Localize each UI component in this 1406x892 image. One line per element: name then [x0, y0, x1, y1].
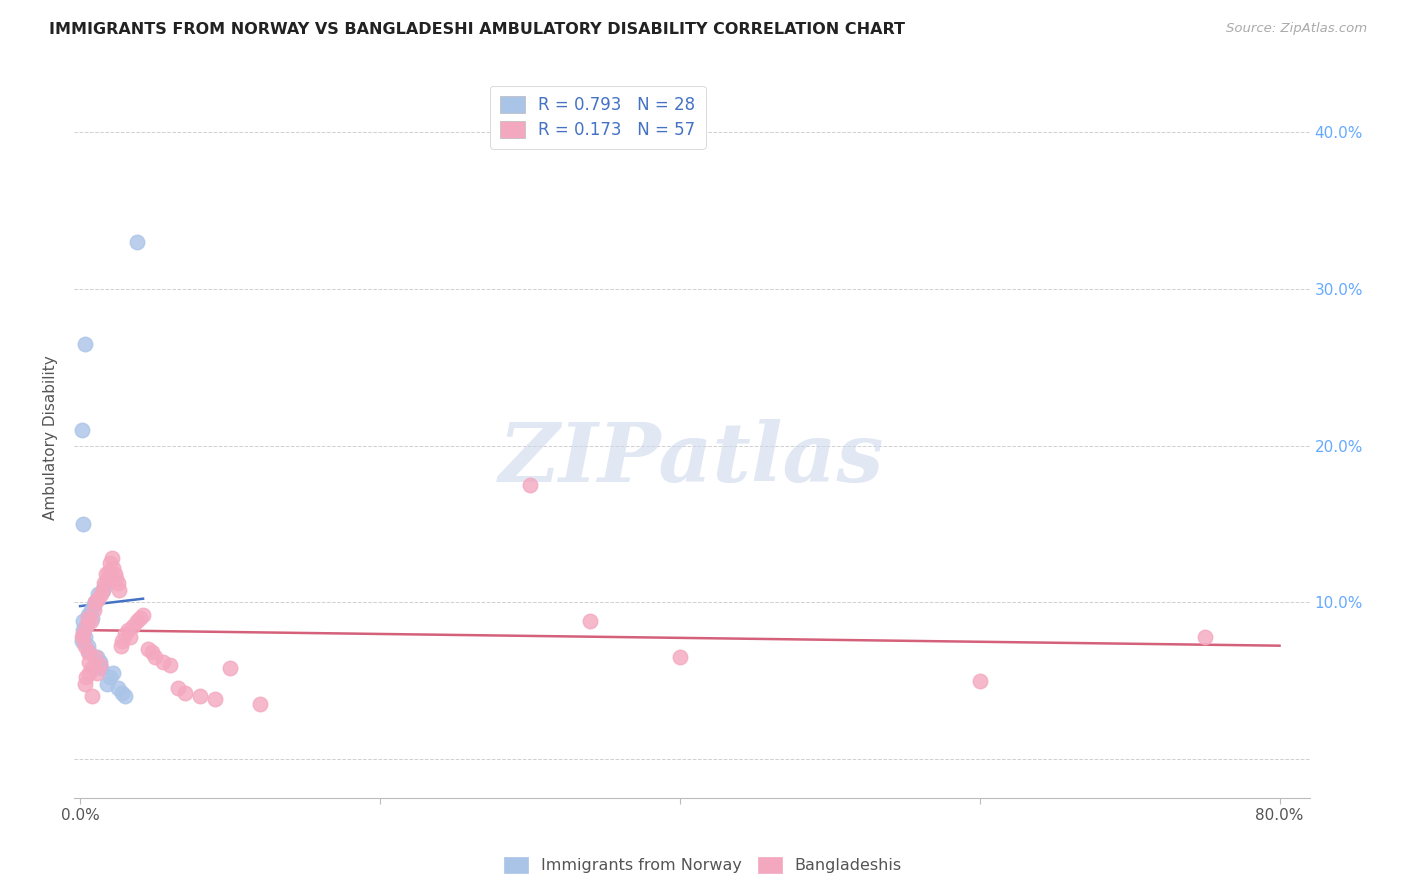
Point — [93, 576, 115, 591]
Point — [114, 626, 136, 640]
Point — [76, 645, 98, 659]
Point — [89, 657, 111, 672]
Point — [86, 650, 108, 665]
Point — [76, 611, 98, 625]
Point — [79, 614, 101, 628]
Point — [87, 587, 110, 601]
Point — [204, 692, 226, 706]
Point — [79, 603, 101, 617]
Point — [166, 681, 188, 696]
Point — [72, 516, 94, 531]
Point — [111, 634, 134, 648]
Text: ZIPatlas: ZIPatlas — [499, 419, 884, 500]
Point — [83, 603, 105, 617]
Point — [73, 676, 96, 690]
Point — [72, 614, 94, 628]
Point — [70, 630, 93, 644]
Point — [75, 619, 97, 633]
Point — [84, 595, 107, 609]
Point — [90, 661, 112, 675]
Point — [143, 650, 166, 665]
Point — [98, 670, 121, 684]
Point — [89, 655, 111, 669]
Point — [76, 639, 98, 653]
Point — [84, 650, 107, 665]
Point — [73, 336, 96, 351]
Point — [107, 576, 129, 591]
Point — [72, 624, 94, 638]
Point — [77, 645, 100, 659]
Point — [174, 686, 197, 700]
Point — [125, 614, 148, 628]
Point — [76, 607, 98, 622]
Point — [669, 650, 692, 665]
Point — [80, 661, 103, 675]
Point — [77, 665, 100, 680]
Point — [111, 686, 134, 700]
Point — [129, 611, 152, 625]
Point — [579, 614, 602, 628]
Point — [103, 567, 125, 582]
Point — [90, 587, 112, 601]
Text: Source: ZipAtlas.com: Source: ZipAtlas.com — [1226, 22, 1367, 36]
Point — [70, 423, 93, 437]
Point — [117, 624, 139, 638]
Point — [94, 567, 117, 582]
Point — [91, 582, 114, 597]
Point — [91, 582, 114, 597]
Point — [75, 619, 97, 633]
Point — [72, 626, 94, 640]
Point — [118, 630, 141, 644]
Point — [100, 551, 122, 566]
Point — [969, 673, 991, 688]
Point — [84, 595, 107, 609]
Point — [249, 697, 271, 711]
Point — [73, 630, 96, 644]
Point — [93, 580, 115, 594]
Point — [152, 655, 174, 669]
Point — [75, 670, 97, 684]
Point — [219, 661, 242, 675]
Point — [108, 582, 131, 597]
Point — [80, 690, 103, 704]
Point — [73, 639, 96, 653]
Point — [1194, 630, 1216, 644]
Point — [107, 681, 129, 696]
Point — [101, 561, 124, 575]
Point — [83, 599, 105, 613]
Legend: Immigrants from Norway, Bangladeshis: Immigrants from Norway, Bangladeshis — [498, 850, 908, 880]
Point — [105, 572, 128, 586]
Point — [96, 572, 118, 586]
Point — [97, 564, 120, 578]
Point — [132, 607, 155, 622]
Point — [70, 634, 93, 648]
Point — [98, 556, 121, 570]
Point — [519, 477, 541, 491]
Point — [121, 619, 143, 633]
Point — [141, 645, 163, 659]
Y-axis label: Ambulatory Disability: Ambulatory Disability — [44, 355, 58, 520]
Point — [77, 655, 100, 669]
Point — [86, 665, 108, 680]
Point — [110, 639, 132, 653]
Point — [136, 642, 159, 657]
Legend: R = 0.793   N = 28, R = 0.173   N = 57: R = 0.793 N = 28, R = 0.173 N = 57 — [491, 86, 706, 149]
Point — [101, 665, 124, 680]
Text: IMMIGRANTS FROM NORWAY VS BANGLADESHI AMBULATORY DISABILITY CORRELATION CHART: IMMIGRANTS FROM NORWAY VS BANGLADESHI AM… — [49, 22, 905, 37]
Point — [87, 592, 110, 607]
Point — [80, 611, 103, 625]
Point — [159, 657, 181, 672]
Point — [96, 676, 118, 690]
Point — [188, 690, 211, 704]
Point — [125, 235, 148, 249]
Point — [114, 690, 136, 704]
